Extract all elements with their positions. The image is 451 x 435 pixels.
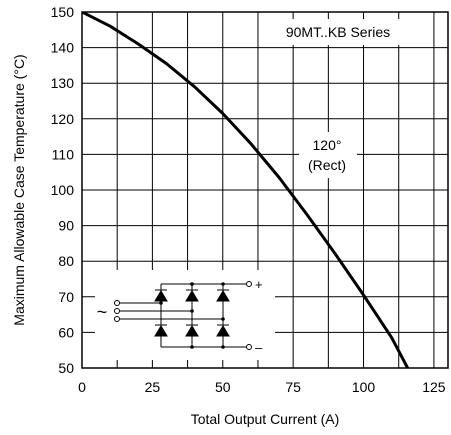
diode-lower-2 <box>185 325 199 337</box>
y-tick-labels: 50 60 70 80 90 100 110 120 130 140 150 <box>51 4 75 376</box>
x-tick-labels: 0 25 50 75 100 125 <box>78 379 446 395</box>
x-tick-label: 0 <box>78 379 86 395</box>
curve-label-bg <box>299 132 357 178</box>
y-tick-label: 90 <box>58 218 74 234</box>
x-tick-label: 25 <box>145 379 161 395</box>
dc-plus-terminal <box>246 281 252 287</box>
series-label: 90MT..KB Series <box>286 24 390 40</box>
dc-minus-terminal <box>246 344 252 350</box>
x-tick-label: 125 <box>422 379 446 395</box>
y-tick-label: 50 <box>58 360 74 376</box>
diode-upper-1 <box>154 290 168 302</box>
diode-upper-3 <box>216 290 230 302</box>
x-tick-label: 100 <box>352 379 376 395</box>
series-line-0 <box>82 12 410 368</box>
plot-area <box>82 12 410 368</box>
x-axis-title: Total Output Current (A) <box>191 411 340 427</box>
plot-frame <box>81 11 449 369</box>
circuit-diodes <box>154 289 230 337</box>
y-tick-label: 120 <box>51 111 75 127</box>
x-tick-label: 50 <box>215 379 231 395</box>
diode-lower-1 <box>154 325 168 337</box>
y-tick-label: 150 <box>51 4 75 20</box>
x-tick-label: 75 <box>285 379 301 395</box>
ac-terminal-3 <box>114 316 120 322</box>
diode-lower-3 <box>216 325 230 337</box>
ac-terminal-1 <box>114 300 120 306</box>
y-tick-label: 80 <box>58 253 74 269</box>
curve-label-type: (Rect) <box>308 157 346 173</box>
y-tick-label: 100 <box>51 182 75 198</box>
circuit-ac-symbol: ~ <box>97 302 108 322</box>
y-tick-label: 60 <box>58 324 74 340</box>
ac-terminal-2 <box>114 308 120 314</box>
circuit-nodes <box>159 282 225 349</box>
circuit-minus-label: – <box>255 340 263 355</box>
y-axis-title: Maximum Allowable Case Temperature (°C) <box>11 54 27 325</box>
series-label-box-bg <box>265 19 410 45</box>
y-tick-label: 70 <box>58 289 74 305</box>
diode-upper-2 <box>185 290 199 302</box>
curve-label-angle: 120° <box>313 137 342 153</box>
bridge-circuit-diagram: ~ <box>95 270 275 360</box>
circuit-background <box>95 270 275 360</box>
y-tick-label: 130 <box>51 75 75 91</box>
circuit-plus-label: + <box>255 277 263 292</box>
y-tick-label: 140 <box>51 40 75 56</box>
y-tick-label: 110 <box>52 146 75 162</box>
